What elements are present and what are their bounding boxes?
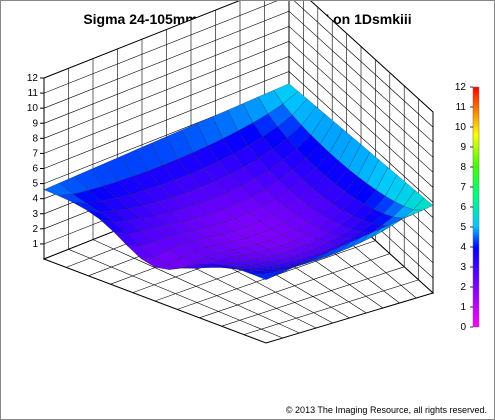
z-tick-label: 11 (28, 88, 39, 99)
colorbar-tick-label: 12 (455, 82, 467, 93)
copyright-notice: © 2013 The Imaging Resource, all rights … (285, 405, 487, 415)
z-tick-label: 6 (32, 164, 38, 175)
colorbar-tick-label: 6 (460, 202, 466, 213)
wall-gridline (43, 56, 434, 188)
z-tick-label: 12 (27, 73, 39, 84)
colorbar-gradient (472, 86, 480, 328)
colorbar-tick-label: 2 (460, 282, 466, 293)
z-tick-label: 5 (32, 179, 38, 190)
colorbar-tick-label: 8 (460, 162, 466, 173)
colorbar-tick-label: 3 (460, 262, 466, 273)
z-tick-label: 10 (27, 103, 39, 114)
colorbar-tick-label: 11 (456, 102, 467, 113)
z-tick-label: 8 (32, 133, 38, 144)
colorbar-tick-label: 5 (460, 222, 466, 233)
z-tick-label: 1 (32, 239, 38, 250)
z-tick-label: 3 (32, 209, 38, 220)
colorbar-tick-label: 4 (460, 242, 466, 253)
wall-gridline (43, 25, 434, 158)
floor-gridline (199, 253, 390, 319)
z-tick-label: 9 (32, 118, 38, 129)
surface-mesh (43, 83, 434, 280)
colorbar-tick-label: 10 (455, 122, 467, 133)
z-tick-label: 7 (32, 148, 38, 159)
wall-gridline (43, 10, 434, 143)
colorbar-tick-label: 0 (460, 322, 466, 333)
z-tick-label: 4 (32, 194, 38, 205)
z-tick-label: 2 (32, 224, 38, 235)
floor-gridline (221, 266, 405, 327)
surface-cell (252, 273, 277, 280)
colorbar-tick-label: 9 (460, 142, 466, 153)
wall-gridline (43, 1, 434, 128)
floor-gridline (243, 279, 419, 335)
wall-gridline (43, 1, 434, 113)
wall-gridline (43, 71, 434, 203)
colorbar-tick-label: 1 (460, 302, 466, 313)
colorbar-tick-label: 7 (460, 182, 466, 193)
wall-gridline (43, 40, 434, 173)
